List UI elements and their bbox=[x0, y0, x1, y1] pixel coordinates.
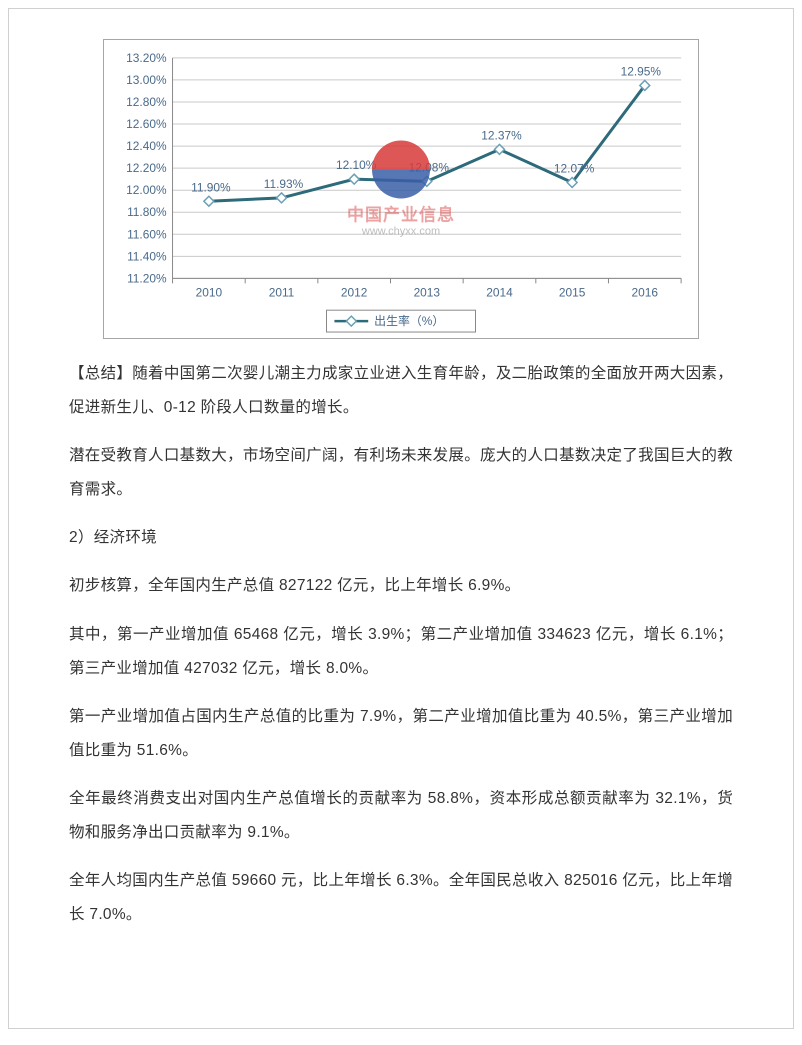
svg-text:12.10%: 12.10% bbox=[336, 158, 377, 172]
svg-text:2011: 2011 bbox=[269, 285, 295, 299]
svg-text:11.80%: 11.80% bbox=[127, 205, 167, 219]
svg-text:12.20%: 12.20% bbox=[126, 161, 167, 175]
body-paragraph: 全年最终消费支出对国内生产总值增长的贡献率为 58.8%，资本形成总额贡献率为 … bbox=[69, 782, 733, 850]
svg-text:2016: 2016 bbox=[632, 285, 659, 299]
summary-paragraph: 【总结】随着中国第二次婴儿潮主力成家立业进入生育年龄，及二胎政策的全面放开两大因… bbox=[69, 357, 733, 425]
svg-text:11.93%: 11.93% bbox=[264, 177, 304, 191]
svg-text:11.40%: 11.40% bbox=[127, 249, 167, 263]
svg-text:12.00%: 12.00% bbox=[126, 183, 167, 197]
svg-text:12.60%: 12.60% bbox=[126, 117, 167, 131]
svg-text:12.95%: 12.95% bbox=[621, 65, 662, 79]
svg-text:2015: 2015 bbox=[559, 285, 586, 299]
body-paragraph: 潜在受教育人口基数大，市场空间广阔，有利场未来发展。庞大的人口基数决定了我国巨大… bbox=[69, 439, 733, 507]
svg-text:13.00%: 13.00% bbox=[126, 73, 167, 87]
svg-text:12.80%: 12.80% bbox=[126, 95, 167, 109]
body-paragraph: 初步核算，全年国内生产总值 827122 亿元，比上年增长 6.9%。 bbox=[69, 569, 733, 603]
svg-text:11.20%: 11.20% bbox=[127, 271, 167, 285]
section-heading: 2）经济环境 bbox=[69, 521, 733, 555]
body-paragraph: 第一产业增加值占国内生产总值的比重为 7.9%，第二产业增加值比重为 40.5%… bbox=[69, 700, 733, 768]
svg-text:2010: 2010 bbox=[196, 285, 223, 299]
svg-text:出生率（%）: 出生率（%） bbox=[374, 314, 444, 328]
svg-text:11.60%: 11.60% bbox=[127, 227, 167, 241]
birth-rate-chart: 中国产业信息 www.chyxx.com 13.20%13.00%12.80%1… bbox=[103, 39, 699, 339]
body-paragraph: 其中，第一产业增加值 65468 亿元，增长 3.9%；第二产业增加值 3346… bbox=[69, 618, 733, 686]
svg-text:2012: 2012 bbox=[341, 285, 368, 299]
svg-text:12.07%: 12.07% bbox=[554, 162, 595, 176]
svg-text:2013: 2013 bbox=[414, 285, 441, 299]
chart-svg: 13.20% 13.00% 12.80% 12.60% 12.40% 12.20% 12.0… bbox=[104, 40, 698, 338]
svg-text:11.90%: 11.90% bbox=[191, 180, 231, 194]
svg-text:12.08%: 12.08% bbox=[409, 160, 450, 174]
document-page: 中国产业信息 www.chyxx.com 13.20%13.00%12.80%1… bbox=[8, 8, 794, 1029]
body-paragraph: 全年人均国内生产总值 59660 元，比上年增长 6.3%。全年国民总收入 82… bbox=[69, 864, 733, 932]
svg-text:12.40%: 12.40% bbox=[126, 139, 167, 153]
svg-text:13.20%: 13.20% bbox=[126, 51, 167, 65]
svg-text:2014: 2014 bbox=[486, 285, 513, 299]
svg-text:12.37%: 12.37% bbox=[481, 128, 522, 142]
